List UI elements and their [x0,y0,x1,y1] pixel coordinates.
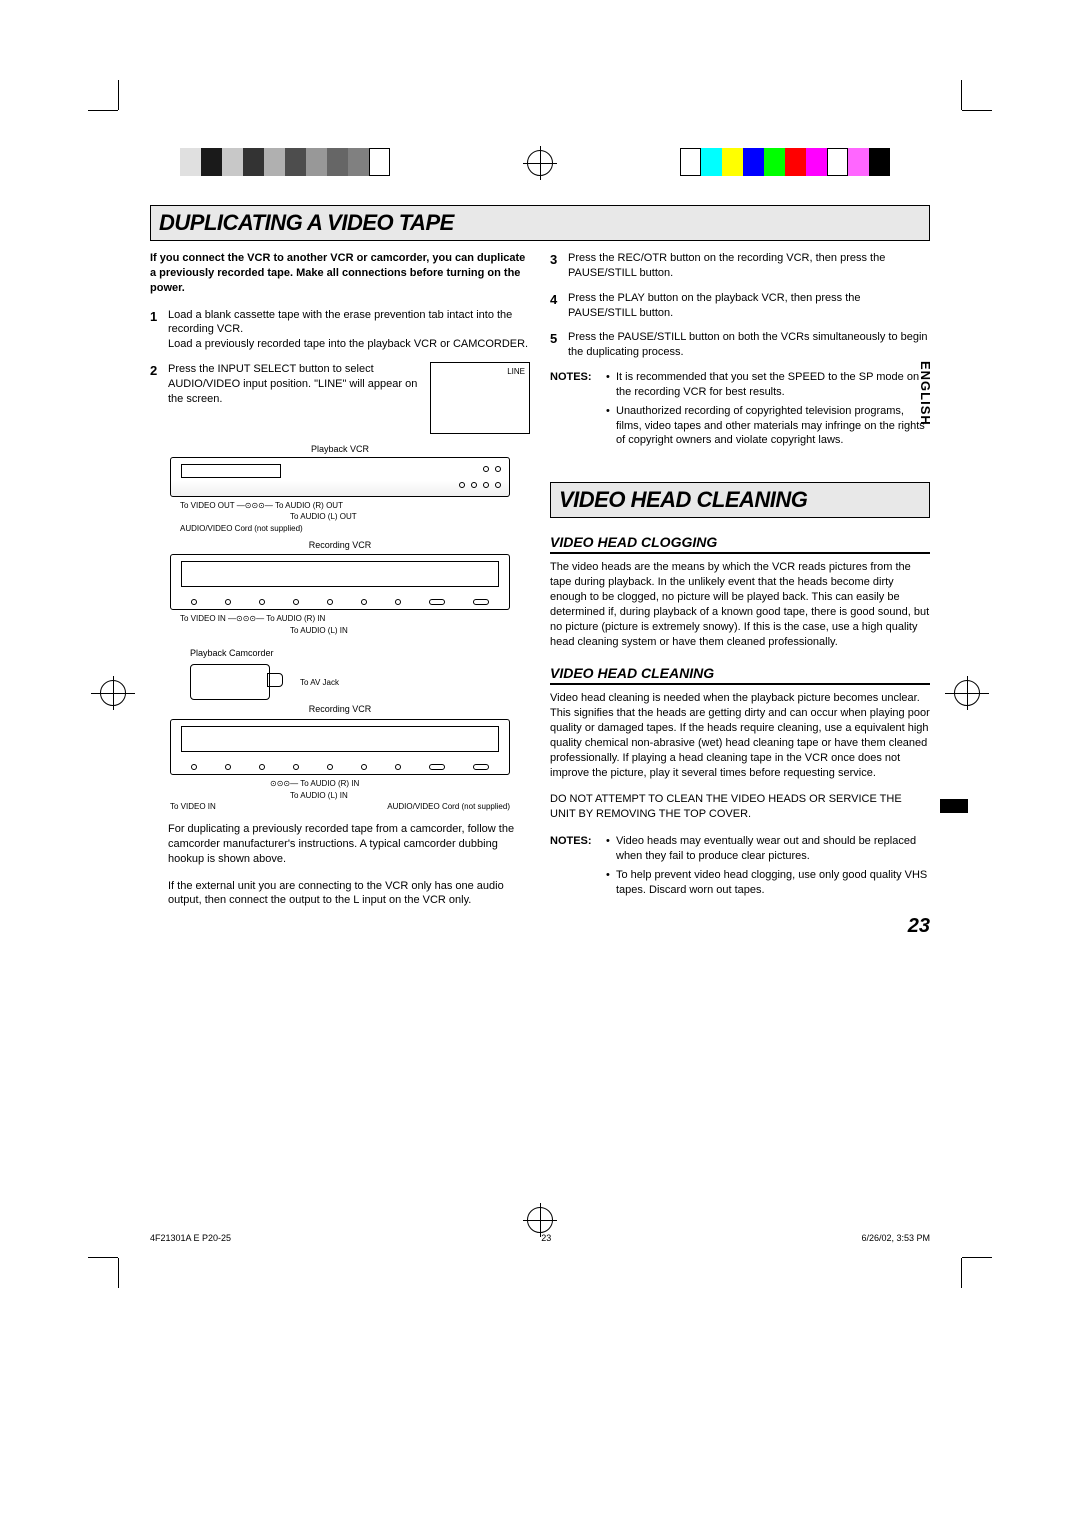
step-text: Press the PAUSE/STILL button on both the… [568,330,930,360]
conn-label: To AUDIO (R) IN [266,614,325,623]
crop-mark [118,1258,119,1288]
diagram-label: Playback Camcorder [190,648,510,659]
notes-label: NOTES: [550,834,606,901]
step-text: Load a blank cassette tape with the eras… [168,308,530,353]
crop-mark [961,1258,962,1288]
conn-label: To AUDIO (L) OUT [290,512,357,521]
conn-label: AUDIO/VIDEO Cord [387,802,459,811]
step-number: 4 [550,291,568,321]
conn-label: To AUDIO (L) IN [290,626,348,635]
crop-mark [962,1257,992,1258]
registration-mark [527,150,553,176]
paragraph: For duplicating a previously recorded ta… [168,822,530,867]
step-text-body: Press the INPUT SELECT button to select … [168,363,417,405]
note-item: To help prevent video head clogging, use… [606,868,930,898]
notes-label: NOTES: [550,370,606,452]
conn-label: To AUDIO (L) IN [290,791,348,800]
paragraph: If the external unit you are connecting … [168,879,530,909]
step-number: 3 [550,251,568,281]
connection-diagram: Playback VCR To VIDEO OUT —⊙⊙⊙— To AUDIO… [150,444,530,812]
paragraph: Video head cleaning is needed when the p… [550,691,930,780]
page-number: 23 [908,915,930,938]
conn-label: To VIDEO IN [180,614,226,623]
note-item: Unauthorized recording of copyrighted te… [606,404,930,449]
paragraph: The video heads are the means by which t… [550,560,930,649]
line-display-box: LINE [430,362,530,434]
sub-heading: VIDEO HEAD CLOGGING [550,534,930,554]
color-bar-left [180,148,390,176]
notes-body: Video heads may eventually wear out and … [606,834,930,901]
registration-mark [954,680,980,706]
step-text: Press the PLAY button on the playback VC… [568,291,930,321]
step-number: 2 [150,362,168,434]
section-title-cleaning: VIDEO HEAD CLEANING [550,482,930,518]
camcorder-icon [190,664,270,700]
notes-block: NOTES: Video heads may eventually wear o… [550,834,930,901]
recording-vcr-icon [170,719,510,775]
conn-label: AUDIO/VIDEO Cord (not supplied) [180,524,303,533]
note-item: Video heads may eventually wear out and … [606,834,930,864]
crop-mark [118,80,119,110]
page-content: DUPLICATING A VIDEO TAPE If you connect … [150,205,930,908]
crop-mark [88,1257,118,1258]
registration-mark [527,1207,553,1233]
step-number: 5 [550,330,568,360]
conn-label: (not supplied) [462,802,510,811]
diagram-label: Recording VCR [170,704,510,715]
step-text: LINE Press the INPUT SELECT button to se… [168,362,530,434]
crop-mark [88,110,118,111]
document-id: 4F21301A E P20-25 [150,1233,231,1243]
crop-mark [961,80,962,110]
conn-label: To VIDEO IN [170,802,216,812]
notes-body: It is recommended that you set the SPEED… [606,370,930,452]
registration-mark [100,680,126,706]
intro-text: If you connect the VCR to another VCR or… [150,251,530,296]
footer-timestamp: 6/26/02, 3:53 PM [861,1233,930,1243]
recording-vcr-icon [170,554,510,610]
left-column: If you connect the VCR to another VCR or… [150,251,530,908]
note-item: It is recommended that you set the SPEED… [606,370,930,400]
color-bar-right [680,148,890,176]
conn-label: To AUDIO (R) IN [300,779,359,788]
step-number: 1 [150,308,168,353]
right-column: ENGLISH 3Press the REC/OTR button on the… [550,251,930,908]
playback-vcr-icon [170,457,510,497]
warning-text: DO NOT ATTEMPT TO CLEAN THE VIDEO HEADS … [550,792,930,822]
conn-label: To AUDIO (R) OUT [275,501,343,510]
conn-label: To AV Jack [300,678,339,688]
notes-block: NOTES: It is recommended that you set th… [550,370,930,452]
step-text: Press the REC/OTR button on the recordin… [568,251,930,281]
print-footer: 4F21301A E P20-25 23 6/26/02, 3:53 PM [150,1233,930,1243]
diagram-label: Recording VCR [170,540,510,551]
crop-mark [962,110,992,111]
section-title-duplicating: DUPLICATING A VIDEO TAPE [150,205,930,241]
sub-heading: VIDEO HEAD CLEANING [550,665,930,685]
conn-label: To VIDEO OUT [180,501,235,510]
page-tab-marker [940,799,968,813]
footer-page-number: 23 [541,1233,551,1243]
line-label: LINE [507,367,525,378]
diagram-label: Playback VCR [170,444,510,455]
